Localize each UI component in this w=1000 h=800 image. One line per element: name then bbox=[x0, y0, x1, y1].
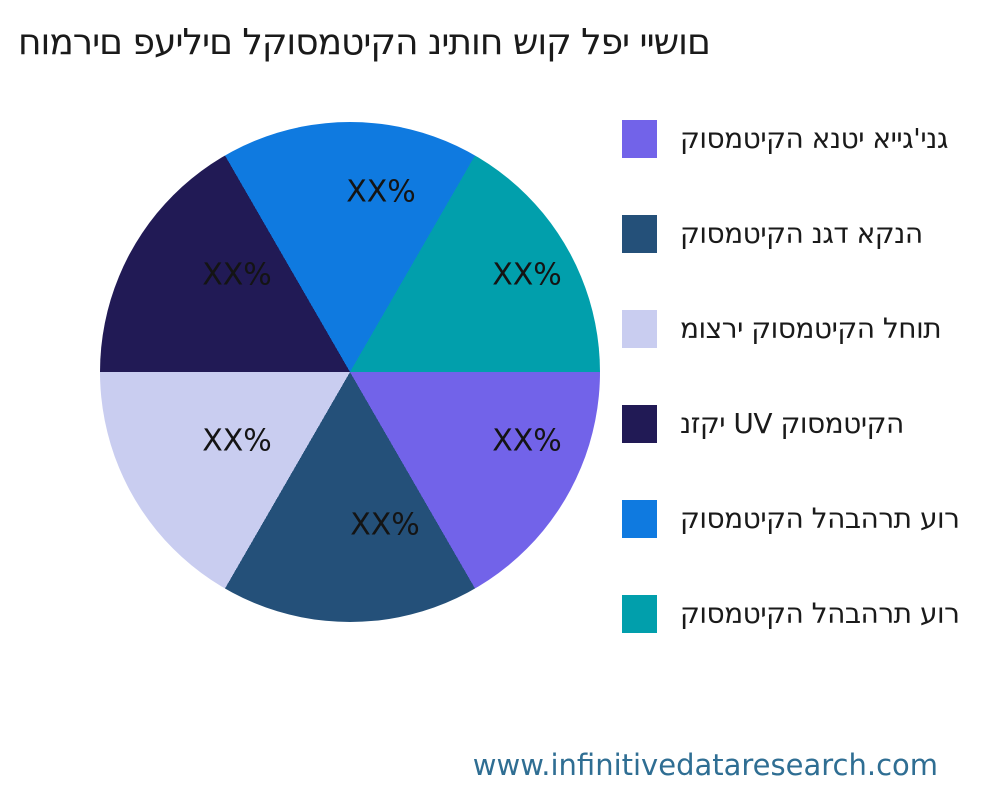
pie-slice-label: XX% bbox=[202, 423, 272, 459]
pie-slice-label: XX% bbox=[492, 257, 562, 293]
legend-label: נזקי UV קוסמטיקה bbox=[680, 407, 904, 440]
legend-swatch bbox=[622, 120, 657, 158]
pie-slice-label: XX% bbox=[202, 257, 272, 293]
pie-slice-label: XX% bbox=[492, 423, 562, 459]
legend-swatch bbox=[622, 500, 657, 538]
legend-swatch bbox=[622, 215, 657, 253]
pie-slice-label: XX% bbox=[350, 507, 420, 543]
legend-swatch bbox=[622, 405, 657, 443]
legend: קוסמטיקה אנטי אייג'ינג קוסמטיקה נגד אקנה מ… bbox=[622, 120, 982, 640]
legend-item: נזקי UV קוסמטיקה bbox=[622, 405, 904, 443]
legend-swatch bbox=[622, 595, 657, 633]
legend-label: קוסמטיקה אנטי אייג'ינג bbox=[680, 122, 948, 155]
legend-item: קוסמטיקה להבהרת עור bbox=[622, 500, 960, 538]
legend-item: קוסמטיקה אנטי אייג'ינג bbox=[622, 120, 948, 158]
legend-item: מוצרי קוסמטיקה לחות bbox=[622, 310, 942, 348]
legend-swatch bbox=[622, 310, 657, 348]
legend-label: קוסמטיקה נגד אקנה bbox=[680, 217, 923, 250]
chart-title: חומרים פעילים לקוסמטיקה ניתוח שוק לפי יי… bbox=[18, 22, 711, 63]
legend-item: קוסמטיקה להבהרת עור bbox=[622, 595, 960, 633]
pie-slice-label: XX% bbox=[346, 174, 416, 210]
watermark-url: www.infinitivedataresearch.com bbox=[472, 748, 938, 782]
legend-label: קוסמטיקה להבהרת עור bbox=[680, 502, 960, 535]
legend-label: קוסמטיקה להבהרת עור bbox=[680, 597, 960, 630]
legend-label: מוצרי קוסמטיקה לחות bbox=[680, 312, 942, 345]
pie-chart: XX% XX% XX% XX% XX% XX% bbox=[100, 122, 600, 622]
legend-item: קוסמטיקה נגד אקנה bbox=[622, 215, 923, 253]
